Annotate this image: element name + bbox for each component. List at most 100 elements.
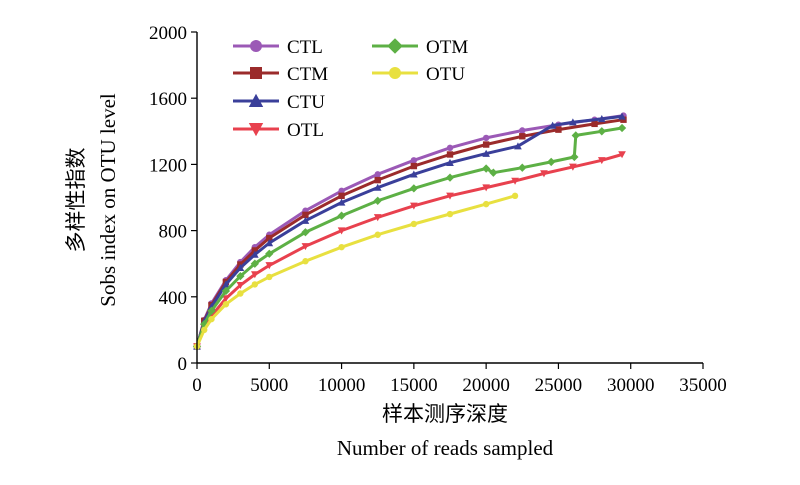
data-point-otm — [445, 173, 455, 182]
data-point-otl — [236, 282, 245, 290]
data-point-ctm — [591, 120, 598, 128]
legend-marker-ctu — [248, 93, 264, 107]
series-ctm — [193, 116, 627, 350]
x-tick-label: 10000 — [318, 375, 366, 396]
plot-lines — [192, 112, 627, 351]
data-point-ctm — [620, 116, 627, 123]
legend-item-ctl: CTL — [233, 37, 323, 58]
data-point-otu — [511, 192, 519, 200]
legend: CTL CTM CTU OTL OTM OTU — [233, 37, 468, 141]
data-point-otm — [481, 164, 491, 173]
series-line-otm — [195, 126, 623, 347]
data-point-otl — [597, 157, 606, 165]
x-axis-title-en: Number of reads sampled — [337, 436, 554, 460]
legend-item-otl: OTL — [233, 120, 324, 141]
y-axis-title-cn: 多样性指数 — [64, 148, 88, 253]
data-point-otu — [446, 210, 454, 218]
data-point-ctm — [410, 162, 418, 170]
data-point-otm — [337, 211, 346, 220]
data-point-otm — [518, 163, 527, 172]
y-tick-label: 0 — [178, 354, 188, 375]
data-point-ctu — [265, 239, 274, 247]
legend-item-otu: OTU — [372, 64, 465, 85]
data-point-otm — [221, 286, 231, 296]
x-tick-label: 35000 — [679, 375, 727, 396]
series-otu — [193, 192, 519, 350]
data-point-otm — [409, 184, 419, 193]
data-point-otm — [207, 306, 216, 316]
legend-marker-otu — [389, 67, 401, 79]
data-point-otm — [250, 259, 259, 268]
data-point-otu — [410, 220, 418, 228]
data-point-otu — [374, 231, 381, 238]
data-point-otu — [302, 258, 309, 265]
series-line-ctu — [195, 114, 623, 347]
data-point-ctu — [236, 263, 245, 272]
data-point-otm — [597, 127, 606, 136]
data-point-otl — [410, 202, 418, 210]
data-point-ctl — [338, 187, 345, 195]
data-point-ctu — [569, 118, 577, 126]
y-axis-title-en: Sobs index on OTU level — [96, 93, 120, 307]
series-ctu — [193, 112, 626, 350]
data-point-ctm — [374, 176, 381, 184]
data-point-otu — [266, 273, 273, 281]
data-point-otm — [373, 196, 382, 205]
series-otl — [193, 151, 626, 351]
x-tick-label: 30000 — [607, 375, 655, 396]
data-point-otl — [222, 295, 230, 303]
data-point-otl — [301, 243, 310, 251]
data-point-ctu — [410, 170, 418, 178]
legend-label-ctl: CTL — [287, 37, 323, 58]
data-point-ctm — [482, 141, 490, 148]
data-point-otl — [446, 192, 454, 200]
legend-item-ctm: CTM — [233, 64, 328, 85]
data-point-ctu — [337, 198, 346, 206]
data-point-ctu — [373, 183, 382, 191]
data-point-otu — [208, 315, 215, 323]
data-point-otl — [482, 184, 490, 192]
data-point-ctl — [374, 171, 381, 178]
data-point-otu — [222, 301, 230, 308]
data-point-ctu — [482, 149, 490, 157]
data-point-ctm — [555, 126, 562, 133]
y-tick-label: 800 — [159, 222, 188, 243]
data-point-otl — [265, 262, 274, 270]
data-point-ctu — [250, 250, 259, 258]
data-point-ctm — [519, 133, 526, 140]
data-point-otm — [489, 168, 498, 177]
legend-item-otm: OTM — [372, 37, 468, 58]
data-point-ctu — [514, 142, 522, 150]
y-tick-label: 1600 — [149, 89, 187, 110]
legend-label-otl: OTL — [287, 120, 324, 141]
data-point-otl — [511, 177, 519, 185]
data-point-ctu — [597, 115, 606, 123]
legend-item-ctu: CTU — [233, 92, 325, 113]
data-point-ctl — [446, 144, 454, 152]
x-tick-label: 0 — [192, 375, 202, 396]
data-point-ctm — [338, 192, 345, 200]
series-line-otl — [195, 153, 623, 347]
legend-label-otm: OTM — [426, 37, 468, 58]
data-point-otu — [338, 243, 345, 251]
legend-label-ctm: CTM — [287, 64, 328, 85]
legend-marker-ctm — [250, 67, 262, 79]
data-point-otl — [540, 170, 548, 178]
data-point-otu — [251, 281, 259, 288]
x-tick-label: 5000 — [250, 375, 288, 396]
y-tick-label: 400 — [159, 288, 188, 309]
legend-marker-otm — [387, 38, 403, 54]
data-point-otl — [618, 151, 626, 159]
series-line-ctm — [195, 118, 624, 347]
data-point-ctu — [222, 280, 230, 288]
x-tick-label: 15000 — [390, 375, 438, 396]
data-point-ctm — [302, 211, 309, 219]
x-tick-label: 25000 — [535, 375, 583, 396]
data-point-ctm — [446, 151, 454, 158]
data-point-ctu — [618, 112, 626, 120]
data-point-otm — [236, 271, 245, 281]
series-otm — [192, 123, 627, 351]
axes: 0 5000 10000 15000 20000 25000 30000 35000 0 400 8… — [149, 23, 727, 396]
legend-label-ctu: CTU — [287, 92, 325, 113]
